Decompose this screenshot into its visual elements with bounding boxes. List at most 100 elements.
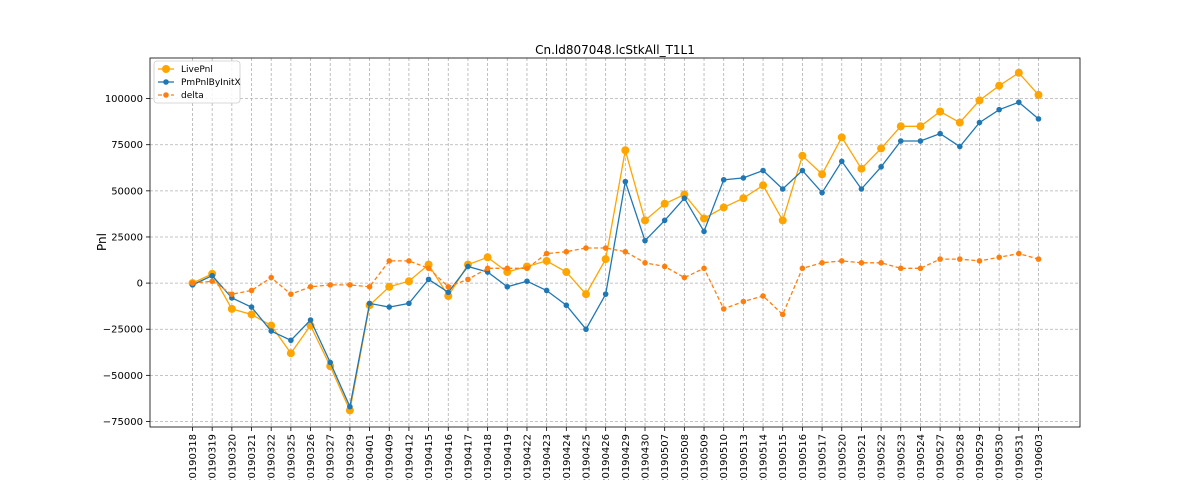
x-tick-label: 20190425 bbox=[581, 434, 592, 480]
data-point-delta bbox=[760, 293, 766, 299]
data-point-livepnl bbox=[641, 216, 650, 225]
data-point-delta bbox=[425, 265, 432, 272]
x-tick-label: 20190521 bbox=[857, 434, 868, 480]
data-point-livepnl bbox=[995, 81, 1004, 90]
data-point-livepnl bbox=[542, 256, 551, 265]
x-tick-label: 20190510 bbox=[719, 434, 730, 480]
legend-label-delta: delta bbox=[181, 91, 204, 101]
data-point-delta bbox=[189, 280, 196, 286]
data-point-livepnl bbox=[975, 96, 984, 105]
data-point-livepnl bbox=[759, 181, 768, 190]
data-point-pmpnlbyinitx bbox=[543, 287, 550, 294]
data-point-pmpnlbyinitx bbox=[779, 186, 786, 192]
x-tick-label: 20190412 bbox=[404, 434, 415, 480]
legend-label-pmpnlbyinitx: PmPnlByInitX bbox=[181, 78, 241, 88]
x-tick-label: 20190419 bbox=[503, 434, 514, 480]
data-point-pmpnlbyinitx bbox=[248, 304, 255, 310]
data-point-delta bbox=[465, 276, 471, 283]
data-point-delta bbox=[661, 263, 668, 270]
data-point-pmpnlbyinitx bbox=[701, 228, 707, 235]
data-point-delta bbox=[366, 283, 373, 290]
x-tick-label: 20190529 bbox=[975, 434, 986, 480]
data-point-delta bbox=[1035, 256, 1042, 262]
x-tick-label: 20190319 bbox=[208, 434, 219, 480]
data-point-delta bbox=[1016, 250, 1022, 257]
data-point-pmpnlbyinitx bbox=[622, 178, 629, 185]
data-point-pmpnlbyinitx bbox=[799, 167, 806, 174]
data-point-livepnl bbox=[227, 304, 236, 313]
data-point-delta bbox=[229, 291, 235, 297]
x-tick-label: 20190320 bbox=[227, 434, 238, 480]
x-tick-label: 20190524 bbox=[916, 434, 927, 480]
data-point-delta bbox=[484, 265, 491, 272]
data-point-livepnl bbox=[286, 349, 295, 358]
series-line-livepnl bbox=[192, 71, 1039, 413]
data-point-delta bbox=[779, 311, 786, 318]
y-tick-label: 75000 bbox=[111, 140, 143, 151]
data-point-livepnl bbox=[621, 146, 630, 155]
data-point-delta bbox=[524, 265, 530, 272]
data-point-pmpnlbyinitx bbox=[386, 304, 393, 310]
x-tick-label: 20190426 bbox=[601, 434, 612, 480]
x-tick-label: 20190418 bbox=[483, 434, 494, 480]
data-point-delta bbox=[917, 265, 924, 272]
data-point-delta bbox=[307, 283, 314, 290]
x-tick-label: 20190528 bbox=[955, 434, 966, 480]
y-tick-label: 25000 bbox=[111, 232, 143, 243]
y-tick-label: −75000 bbox=[103, 417, 143, 428]
y-tick-label: −50000 bbox=[103, 371, 143, 382]
data-point-pmpnlbyinitx bbox=[406, 300, 412, 307]
data-point-delta bbox=[622, 248, 629, 255]
data-point-pmpnlbyinitx bbox=[504, 283, 511, 290]
data-point-delta bbox=[209, 278, 215, 285]
data-point-delta bbox=[858, 259, 865, 266]
data-point-delta bbox=[799, 265, 806, 272]
data-point-livepnl bbox=[877, 144, 886, 153]
y-tick-label: −25000 bbox=[103, 325, 143, 336]
data-point-pmpnlbyinitx bbox=[720, 176, 727, 183]
plot-frame bbox=[149, 57, 1081, 428]
y-tick-label: 50000 bbox=[111, 186, 143, 197]
data-point-pmpnlbyinitx bbox=[209, 272, 215, 279]
x-tick-label: 20190514 bbox=[759, 434, 770, 480]
data-point-pmpnlbyinitx bbox=[602, 291, 609, 297]
data-point-pmpnlbyinitx bbox=[583, 326, 589, 333]
x-tick-label: 20190424 bbox=[562, 434, 573, 480]
data-point-pmpnlbyinitx bbox=[957, 143, 963, 150]
series-line-delta bbox=[192, 247, 1039, 316]
data-point-livepnl bbox=[404, 277, 413, 286]
x-tick-label: 20190516 bbox=[798, 434, 809, 480]
x-tick-label: 20190508 bbox=[680, 434, 691, 480]
data-point-delta bbox=[720, 306, 727, 312]
data-point-pmpnlbyinitx bbox=[288, 337, 294, 344]
data-point-pmpnlbyinitx bbox=[366, 300, 373, 307]
x-tick-label: 20190522 bbox=[877, 434, 888, 480]
data-point-livepnl bbox=[601, 255, 610, 264]
x-tick-label: 20190429 bbox=[621, 434, 632, 480]
data-point-delta bbox=[838, 258, 845, 264]
data-point-livepnl bbox=[719, 203, 728, 212]
data-point-pmpnlbyinitx bbox=[838, 158, 845, 165]
data-point-livepnl bbox=[1014, 68, 1023, 77]
x-tick-label: 20190430 bbox=[641, 434, 652, 480]
data-point-livepnl bbox=[837, 133, 846, 142]
data-point-livepnl bbox=[857, 164, 866, 173]
data-point-pmpnlbyinitx bbox=[327, 359, 334, 366]
x-tick-label: 20190527 bbox=[936, 434, 947, 480]
legend-marker-pmpnlbyinitx bbox=[163, 79, 169, 85]
x-tick-label: 20190321 bbox=[247, 434, 258, 480]
data-point-delta bbox=[897, 265, 904, 272]
x-tick-label: 20190325 bbox=[286, 434, 297, 480]
data-point-livepnl bbox=[660, 199, 669, 208]
x-tick-label: 20190423 bbox=[542, 434, 553, 480]
data-point-pmpnlbyinitx bbox=[917, 138, 924, 144]
data-point-pmpnlbyinitx bbox=[563, 302, 570, 309]
data-point-delta bbox=[957, 256, 963, 262]
data-point-pmpnlbyinitx bbox=[858, 186, 865, 192]
x-tick-label: 20190401 bbox=[365, 434, 376, 480]
data-point-livepnl bbox=[778, 216, 787, 225]
legend-box bbox=[153, 60, 241, 104]
x-tick-label: 20190417 bbox=[463, 434, 474, 480]
data-point-livepnl bbox=[483, 253, 492, 262]
